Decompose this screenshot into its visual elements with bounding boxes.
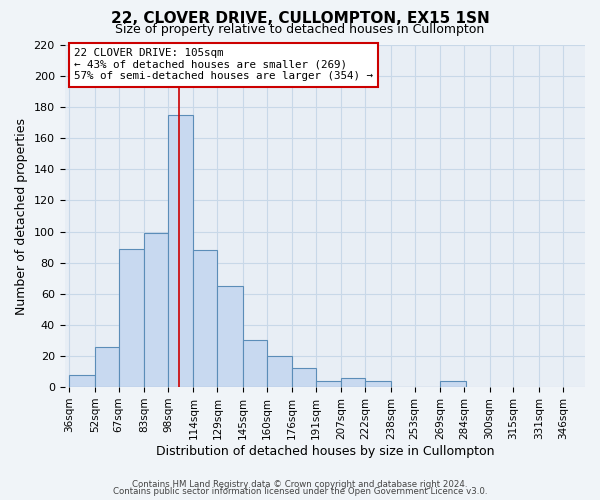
Bar [341, 378, 365, 387]
Bar [292, 368, 316, 387]
Bar [243, 340, 266, 387]
Text: 22, CLOVER DRIVE, CULLOMPTON, EX15 1SN: 22, CLOVER DRIVE, CULLOMPTON, EX15 1SN [110, 11, 490, 26]
Text: Contains public sector information licensed under the Open Government Licence v3: Contains public sector information licen… [113, 488, 487, 496]
Bar [266, 356, 292, 387]
X-axis label: Distribution of detached houses by size in Cullompton: Distribution of detached houses by size … [155, 444, 494, 458]
Bar [119, 248, 144, 387]
Text: Contains HM Land Registry data © Crown copyright and database right 2024.: Contains HM Land Registry data © Crown c… [132, 480, 468, 489]
Text: Size of property relative to detached houses in Cullompton: Size of property relative to detached ho… [115, 22, 485, 36]
Bar [144, 233, 168, 387]
Bar [316, 381, 341, 387]
Bar [95, 346, 119, 387]
Bar [193, 250, 217, 387]
Bar [440, 381, 466, 387]
Bar [168, 115, 193, 387]
Text: 22 CLOVER DRIVE: 105sqm
← 43% of detached houses are smaller (269)
57% of semi-d: 22 CLOVER DRIVE: 105sqm ← 43% of detache… [74, 48, 373, 82]
Bar [70, 374, 95, 387]
Bar [217, 286, 243, 387]
Y-axis label: Number of detached properties: Number of detached properties [15, 118, 28, 314]
Bar [365, 381, 391, 387]
